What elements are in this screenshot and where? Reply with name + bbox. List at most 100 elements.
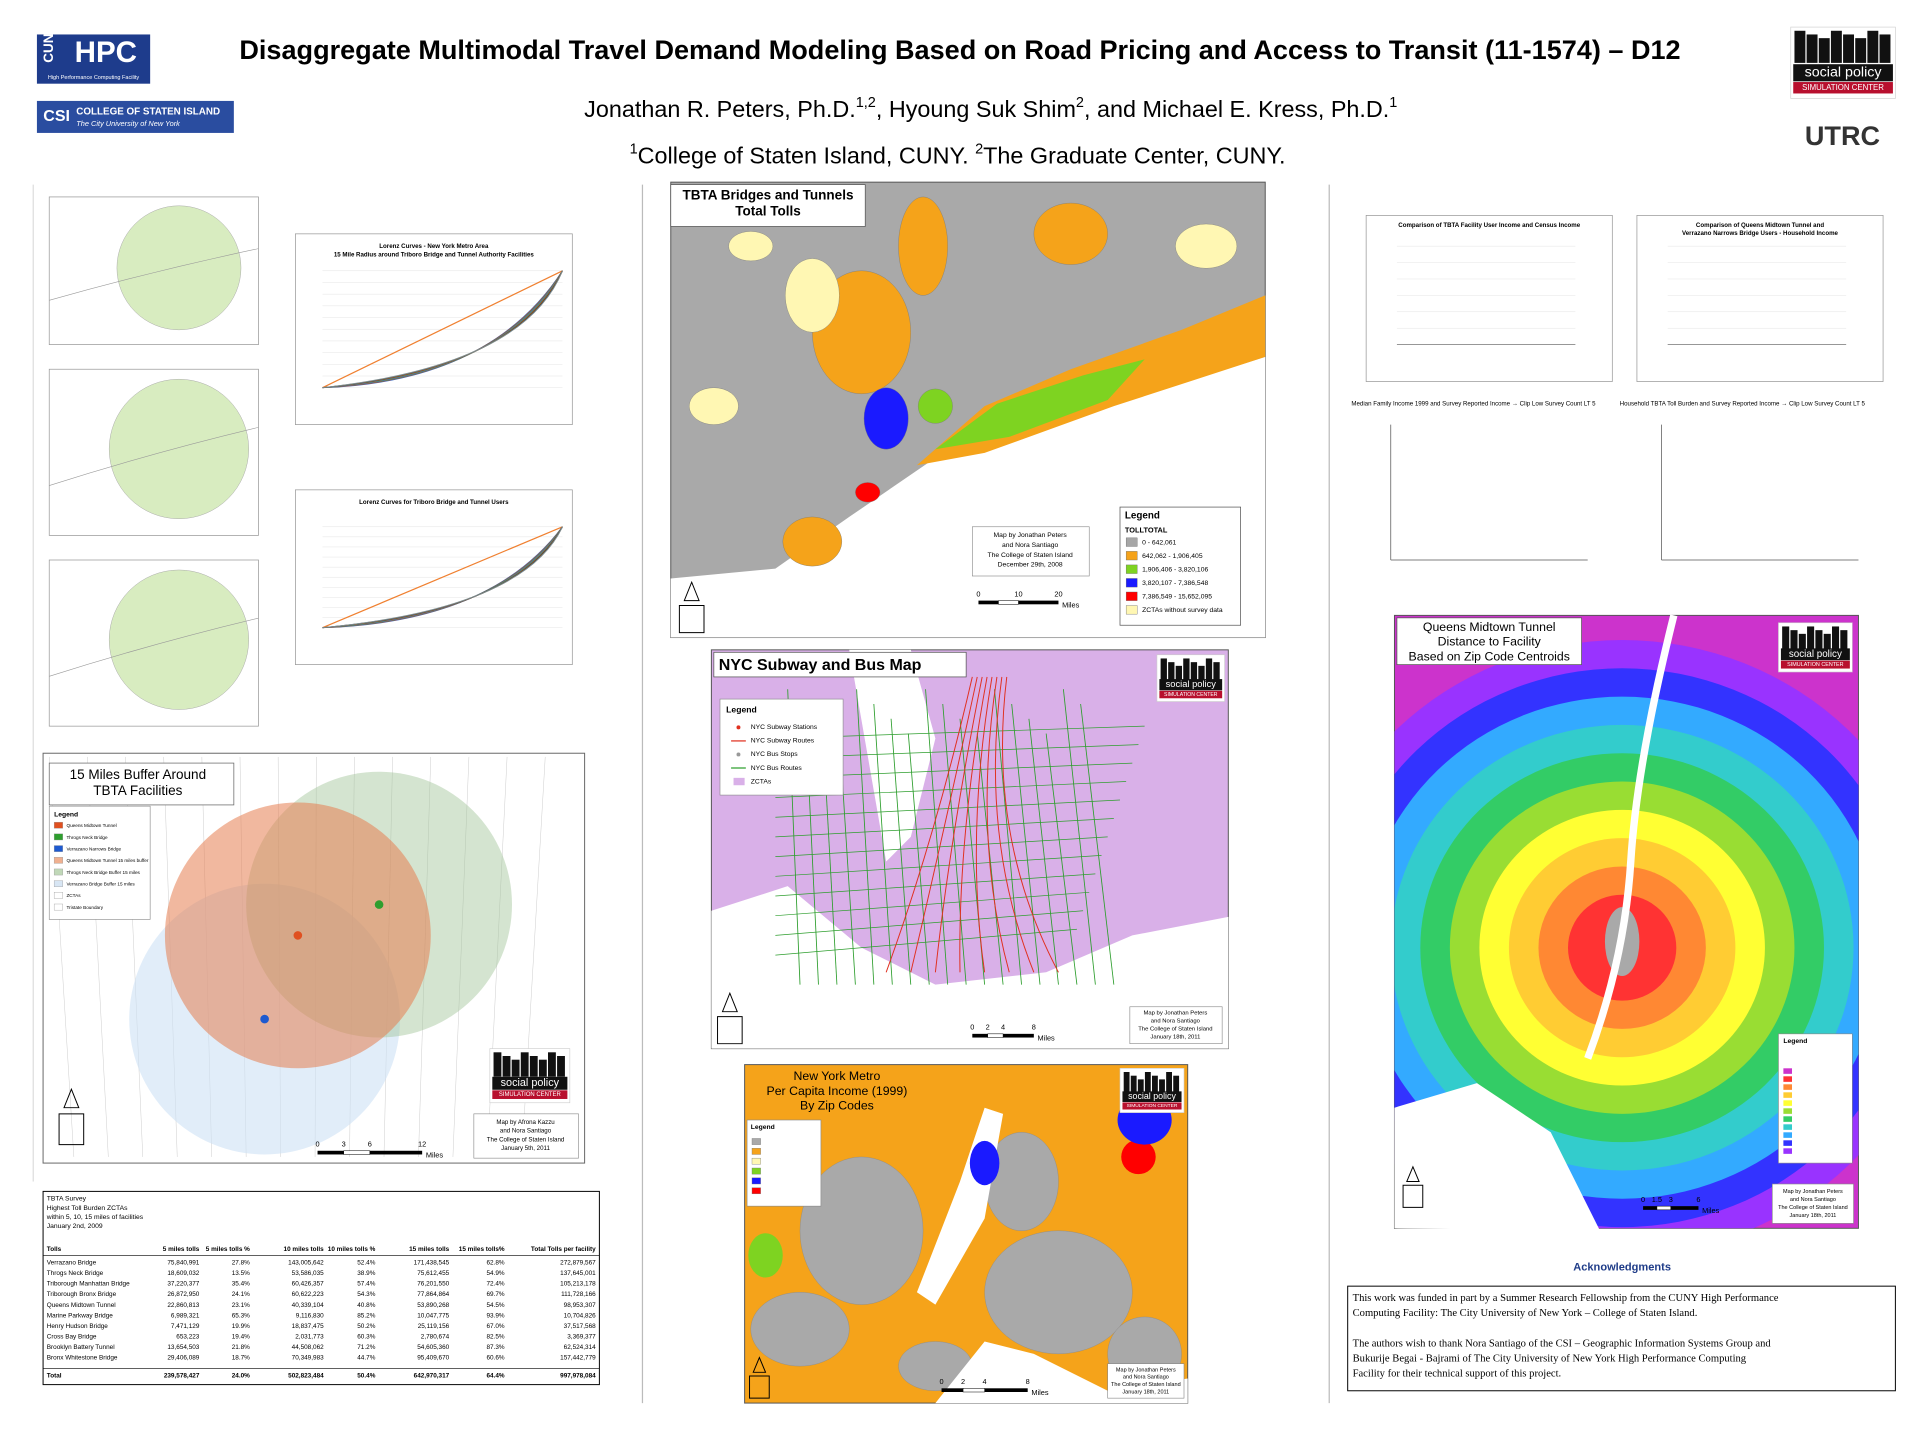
table-cell: Total <box>47 1373 62 1380</box>
coastline <box>49 617 259 677</box>
table-cell: 77,864,864 <box>417 1291 449 1298</box>
table-cell: 22,860,813 <box>167 1302 199 1309</box>
paragraph-line: The authors wish to thank Nora Santiago … <box>1353 1338 1772 1349</box>
text: Jonathan R. Peters, Ph.D. <box>584 96 856 122</box>
data-table <box>42 1190 600 1386</box>
legend-label: ZCTAs <box>66 893 81 898</box>
spsc-band <box>1159 679 1223 691</box>
bus-route <box>775 818 1114 838</box>
water <box>935 1341 1188 1404</box>
map-title: By Zip Codes <box>800 1099 874 1113</box>
acknowledgments-box <box>1347 1285 1896 1392</box>
paragraph-line: Bukurije Begai - Bajrami of The City Uni… <box>1353 1353 1747 1364</box>
map-title: Queens Midtown Tunnel <box>1423 620 1556 634</box>
table-cell: 98,953,307 <box>564 1302 596 1309</box>
legend-swatch <box>1783 1108 1792 1114</box>
legend-swatch <box>53 857 63 864</box>
table-cell: 62,524,314 <box>564 1344 596 1351</box>
table-cell: 52.4% <box>357 1259 375 1266</box>
chart-caption: Household TBTA Toll Burden and Survey Re… <box>1620 400 1866 407</box>
legend-label: Verrazano Bridge Buffer 15 miles <box>66 882 135 887</box>
scale-bar <box>1656 1205 1672 1211</box>
skyline <box>1166 1072 1172 1092</box>
text: 2 <box>975 141 983 157</box>
paragraph-line: Computing Facility: The City University … <box>1353 1308 1698 1319</box>
credit-box <box>473 1113 579 1159</box>
lorenz-curve <box>322 526 563 629</box>
legend-label: 3,820,107 - 7,386,548 <box>1142 580 1208 587</box>
legend-label: ZCTAs <box>751 778 772 785</box>
logo-text: CSI <box>43 108 70 125</box>
legend-title: Legend <box>54 812 78 819</box>
legend-swatch <box>1125 564 1138 574</box>
map-credit: Map by Jonathan Peters <box>1783 1189 1843 1195</box>
map-title: Distance to Facility <box>1438 635 1542 649</box>
logo-text: HPC <box>75 36 137 69</box>
map-title: 15 Miles Buffer Around <box>70 767 207 782</box>
skyline <box>1832 626 1840 649</box>
scale-bar <box>343 1150 371 1155</box>
map-credit: and Nora Santiago <box>1123 1375 1169 1381</box>
legend-swatch <box>1125 537 1138 547</box>
map-credit: Map by Afrona Kazzu <box>496 1119 554 1126</box>
skyline <box>1806 34 1818 63</box>
bus-route <box>775 855 1102 877</box>
legend-swatch <box>751 1177 761 1185</box>
table-cell: 6,989,321 <box>171 1312 200 1319</box>
table-cell: 67.0% <box>486 1323 504 1330</box>
north-arrow <box>1402 1165 1424 1208</box>
table-cell: Henry Hudson Bridge <box>47 1323 109 1330</box>
hpc-logo <box>36 34 151 84</box>
table-cell: 111,728,166 <box>561 1291 596 1298</box>
skyline <box>1843 34 1854 63</box>
utrc-logo: UTRC <box>1805 120 1880 151</box>
map-title: TBTA Bridges and Tunnels <box>683 187 854 202</box>
spsc-band <box>1122 1102 1182 1110</box>
logo-text: SIMULATION CENTER <box>1127 1103 1178 1109</box>
legend-label: NYC Subway Stations <box>751 724 818 731</box>
skyline <box>1855 38 1867 63</box>
scale-label: 6 <box>368 1140 372 1149</box>
legend-swatch <box>53 903 63 911</box>
table-cell: 5 miles tolls <box>163 1246 200 1253</box>
bus-route <box>1045 733 1078 985</box>
legend-swatch <box>736 752 741 757</box>
table-cell: 62.8% <box>486 1259 504 1266</box>
logo-text: COLLEGE OF STATEN ISLAND <box>76 107 220 118</box>
table-cell: 40.8% <box>357 1302 375 1309</box>
map-credit: January 18th, 2011 <box>1122 1389 1169 1395</box>
facility-marker <box>374 900 384 909</box>
skyline <box>1175 665 1182 680</box>
table-cell: 2,780,674 <box>421 1334 450 1341</box>
text: , Hyoung Suk Shim <box>876 96 1076 122</box>
skyline <box>1144 1072 1151 1092</box>
table-cell: 40,339,104 <box>292 1302 324 1309</box>
zcta-region <box>898 196 948 296</box>
facility-marker <box>260 1014 269 1024</box>
table-cell: Cross Bay Bridge <box>47 1334 97 1341</box>
legend-label: Throgs Neck Bridge Buffer 15 miles <box>66 870 140 875</box>
legend-swatch <box>1783 1100 1792 1106</box>
table-cell: 53,586,035 <box>292 1270 324 1277</box>
zcta-region <box>863 387 909 450</box>
superscript: 1,2 <box>856 95 876 111</box>
table-cell: 75,840,991 <box>167 1259 199 1266</box>
table-cell: 642,970,317 <box>414 1373 450 1380</box>
scale-label: 2 <box>986 1023 990 1032</box>
table-cell: 70,349,983 <box>292 1355 324 1362</box>
scale-label: 10 <box>1014 589 1022 598</box>
zcta-region <box>1121 1139 1156 1175</box>
map-credit: and Nora Santiago <box>1790 1197 1836 1203</box>
legend-swatch <box>733 777 745 786</box>
logo-text: social policy <box>1805 65 1883 81</box>
legend-box <box>719 698 844 796</box>
skyline <box>529 1056 538 1077</box>
table-cell: Throgs Neck Bridge <box>47 1270 104 1277</box>
skyline <box>1198 665 1205 680</box>
legend-swatch <box>53 845 63 852</box>
buffer-circle <box>116 205 242 331</box>
map-credit: The College of Staten Island <box>1778 1205 1848 1211</box>
zcta-region <box>728 231 774 262</box>
table-cell: 60,622,223 <box>292 1291 324 1298</box>
